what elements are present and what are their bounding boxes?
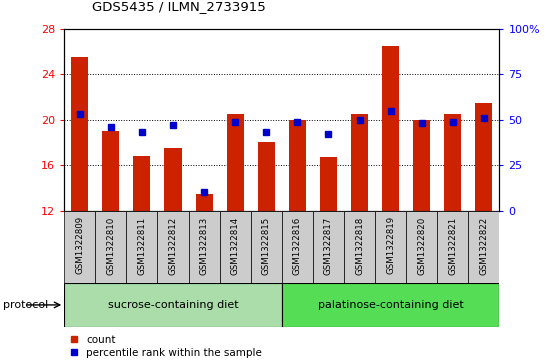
Bar [468,211,499,283]
Bar [64,283,282,327]
Bar [289,120,306,211]
Bar [313,211,344,283]
Text: GSM1322816: GSM1322816 [293,216,302,274]
Bar [444,114,461,211]
Text: GSM1322819: GSM1322819 [386,216,395,274]
Text: GSM1322815: GSM1322815 [262,216,271,274]
Text: GSM1322820: GSM1322820 [417,216,426,274]
Bar [475,103,492,211]
Legend: count, percentile rank within the sample: count, percentile rank within the sample [69,335,262,358]
Text: GSM1322814: GSM1322814 [230,216,239,274]
Text: GDS5435 / ILMN_2733915: GDS5435 / ILMN_2733915 [92,0,266,13]
Bar [282,283,499,327]
Text: sucrose-containing diet: sucrose-containing diet [108,300,238,310]
Bar [71,57,88,211]
Bar [189,211,220,283]
Text: GSM1322811: GSM1322811 [137,216,146,274]
Bar [133,156,151,211]
Text: GSM1322809: GSM1322809 [75,216,84,274]
Text: GSM1322810: GSM1322810 [107,216,116,274]
Text: GSM1322813: GSM1322813 [200,216,209,274]
Text: protocol: protocol [3,300,48,310]
Bar [126,211,157,283]
Text: GSM1322818: GSM1322818 [355,216,364,274]
Bar [157,211,189,283]
Bar [165,148,181,211]
Bar [344,211,375,283]
Bar [382,46,399,211]
Text: GSM1322821: GSM1322821 [448,216,457,274]
Bar [95,211,126,283]
Text: GSM1322822: GSM1322822 [479,216,488,274]
Bar [437,211,468,283]
Bar [413,120,430,211]
Text: palatinose-containing diet: palatinose-containing diet [318,300,464,310]
Bar [258,143,275,211]
Bar [227,114,244,211]
Bar [64,211,95,283]
Text: GSM1322812: GSM1322812 [169,216,177,274]
Bar [220,211,251,283]
Bar [195,193,213,211]
Bar [320,157,337,211]
Bar [406,211,437,283]
Bar [251,211,282,283]
Bar [351,114,368,211]
Bar [102,131,119,211]
Text: GSM1322817: GSM1322817 [324,216,333,274]
Bar [282,211,313,283]
Bar [375,211,406,283]
